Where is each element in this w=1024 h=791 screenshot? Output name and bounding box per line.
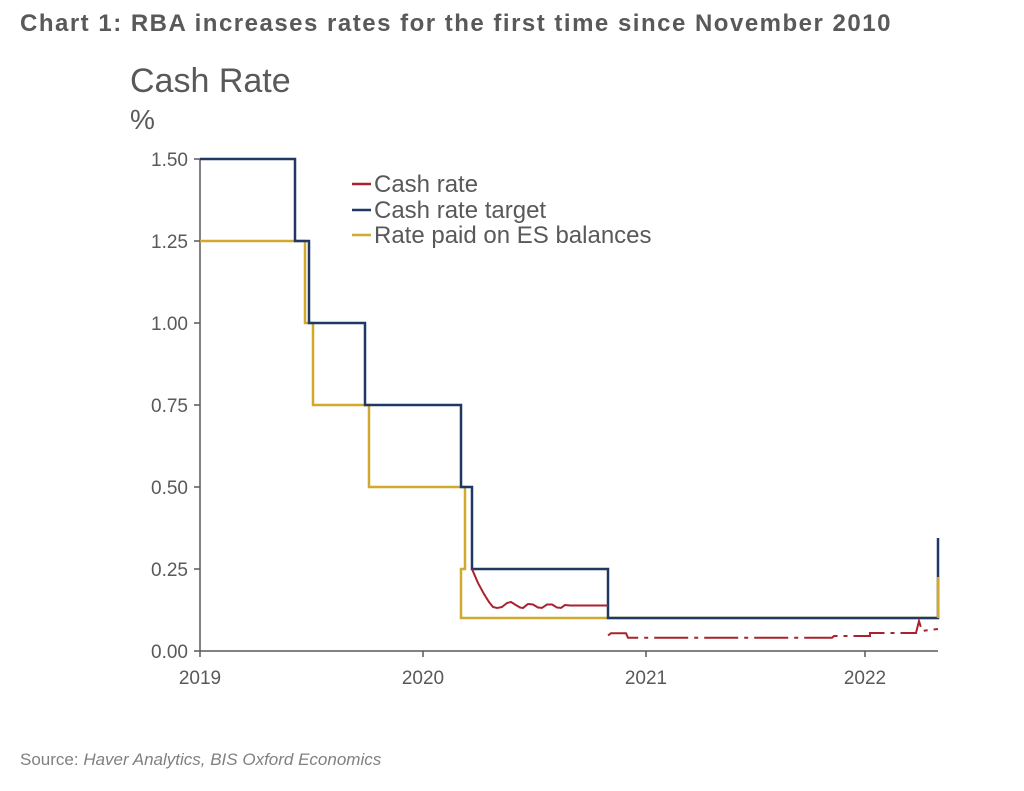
svg-text:2020: 2020 [402,668,444,689]
svg-text:Cash rate: Cash rate [374,171,478,198]
svg-text:2021: 2021 [625,668,667,689]
svg-text:0.25: 0.25 [151,560,188,581]
svg-text:Cash rate target: Cash rate target [374,197,546,224]
svg-text:2019: 2019 [179,668,221,689]
svg-text:1.25: 1.25 [151,232,188,253]
svg-text:2022: 2022 [844,668,886,689]
svg-text:1.00: 1.00 [151,314,188,335]
svg-text:0.50: 0.50 [151,478,188,499]
svg-text:Rate paid on ES balances: Rate paid on ES balances [374,222,652,249]
svg-text:0.00: 0.00 [151,642,188,663]
svg-text:0.75: 0.75 [151,396,188,417]
svg-text:1.50: 1.50 [151,150,188,171]
